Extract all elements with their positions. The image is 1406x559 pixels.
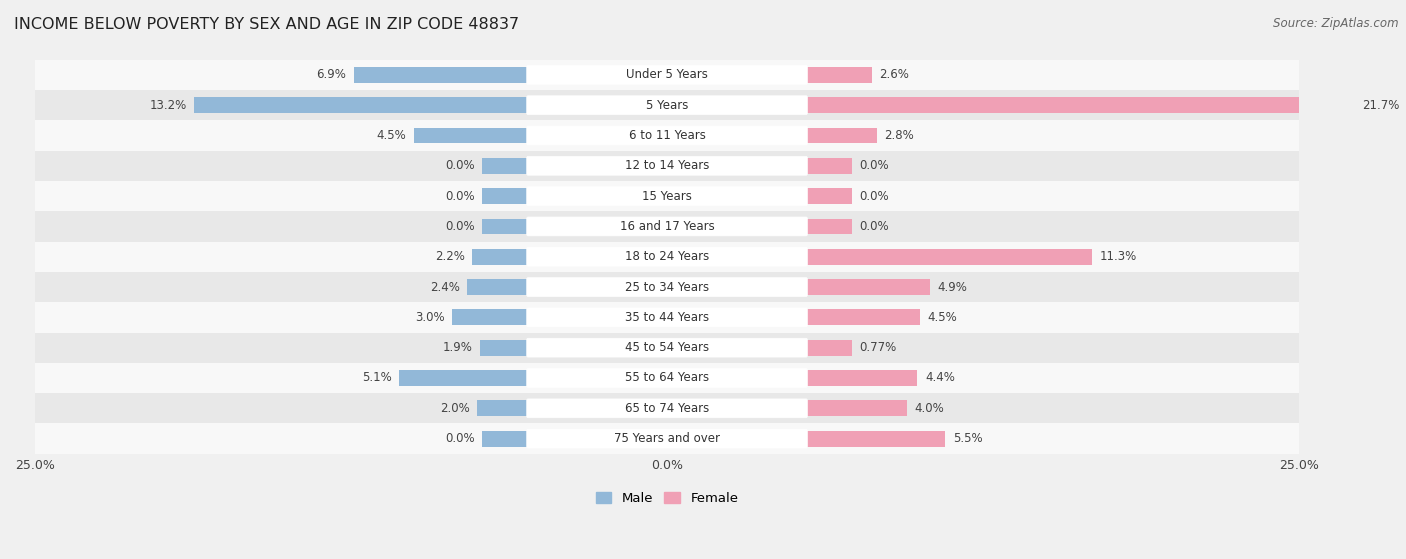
Bar <box>35 393 1299 424</box>
Bar <box>482 188 529 204</box>
Text: 2.2%: 2.2% <box>434 250 465 263</box>
Text: 0.0%: 0.0% <box>859 190 889 202</box>
FancyBboxPatch shape <box>527 338 807 357</box>
FancyBboxPatch shape <box>527 399 807 418</box>
Bar <box>806 219 852 234</box>
Text: 13.2%: 13.2% <box>149 99 187 112</box>
Bar <box>806 279 929 295</box>
Text: Under 5 Years: Under 5 Years <box>626 68 709 82</box>
Bar <box>806 340 852 356</box>
FancyBboxPatch shape <box>527 217 807 236</box>
FancyBboxPatch shape <box>527 96 807 115</box>
Text: 4.0%: 4.0% <box>915 402 945 415</box>
Text: 4.5%: 4.5% <box>928 311 957 324</box>
Bar <box>35 60 1299 90</box>
Text: 0.77%: 0.77% <box>859 341 897 354</box>
FancyBboxPatch shape <box>527 247 807 266</box>
Bar <box>35 211 1299 241</box>
Text: 2.4%: 2.4% <box>430 281 460 293</box>
Bar <box>35 302 1299 333</box>
Bar <box>472 249 529 264</box>
Text: 4.9%: 4.9% <box>938 281 967 293</box>
Bar <box>453 310 529 325</box>
Bar <box>806 431 945 447</box>
Text: 2.0%: 2.0% <box>440 402 470 415</box>
Text: 2.6%: 2.6% <box>879 68 910 82</box>
Bar <box>35 272 1299 302</box>
Text: 2.8%: 2.8% <box>884 129 914 142</box>
Bar <box>35 241 1299 272</box>
Text: 5.1%: 5.1% <box>361 372 391 385</box>
Text: 3.0%: 3.0% <box>415 311 444 324</box>
Legend: Male, Female: Male, Female <box>591 487 744 510</box>
Text: 65 to 74 Years: 65 to 74 Years <box>624 402 709 415</box>
Text: 15 Years: 15 Years <box>643 190 692 202</box>
FancyBboxPatch shape <box>527 157 807 175</box>
Bar <box>482 219 529 234</box>
Bar <box>806 188 852 204</box>
Bar <box>806 158 852 174</box>
Bar <box>806 97 1355 113</box>
Bar <box>35 90 1299 120</box>
Bar <box>478 400 529 416</box>
Text: 75 Years and over: 75 Years and over <box>614 432 720 445</box>
FancyBboxPatch shape <box>527 308 807 327</box>
Text: 5.5%: 5.5% <box>953 432 983 445</box>
Text: 11.3%: 11.3% <box>1099 250 1136 263</box>
Text: 6 to 11 Years: 6 to 11 Years <box>628 129 706 142</box>
FancyBboxPatch shape <box>527 65 807 84</box>
Text: 45 to 54 Years: 45 to 54 Years <box>626 341 709 354</box>
Bar <box>482 158 529 174</box>
Bar <box>806 249 1092 264</box>
Text: 0.0%: 0.0% <box>859 159 889 172</box>
Bar <box>482 431 529 447</box>
Bar <box>806 67 872 83</box>
Bar <box>194 97 529 113</box>
Text: 16 and 17 Years: 16 and 17 Years <box>620 220 714 233</box>
Text: 5 Years: 5 Years <box>645 99 688 112</box>
Text: 0.0%: 0.0% <box>446 432 475 445</box>
Bar <box>35 333 1299 363</box>
Text: 0.0%: 0.0% <box>446 220 475 233</box>
FancyBboxPatch shape <box>527 126 807 145</box>
Bar <box>806 400 907 416</box>
Bar <box>399 370 529 386</box>
Bar <box>806 370 917 386</box>
Text: 4.4%: 4.4% <box>925 372 955 385</box>
Bar <box>35 181 1299 211</box>
Text: 35 to 44 Years: 35 to 44 Years <box>626 311 709 324</box>
Bar <box>35 120 1299 151</box>
Text: 25 to 34 Years: 25 to 34 Years <box>626 281 709 293</box>
FancyBboxPatch shape <box>527 368 807 387</box>
Text: 1.9%: 1.9% <box>443 341 472 354</box>
Text: 0.0%: 0.0% <box>446 190 475 202</box>
Bar <box>806 310 920 325</box>
Bar <box>806 127 877 143</box>
Bar <box>35 363 1299 393</box>
Text: 21.7%: 21.7% <box>1362 99 1400 112</box>
Bar <box>415 127 529 143</box>
FancyBboxPatch shape <box>527 187 807 206</box>
Text: Source: ZipAtlas.com: Source: ZipAtlas.com <box>1274 17 1399 30</box>
FancyBboxPatch shape <box>527 429 807 448</box>
Text: 6.9%: 6.9% <box>316 68 346 82</box>
Text: 55 to 64 Years: 55 to 64 Years <box>626 372 709 385</box>
Text: 12 to 14 Years: 12 to 14 Years <box>624 159 709 172</box>
Bar <box>479 340 529 356</box>
Text: 0.0%: 0.0% <box>446 159 475 172</box>
FancyBboxPatch shape <box>527 278 807 296</box>
Bar <box>35 151 1299 181</box>
Bar <box>35 424 1299 454</box>
Text: 4.5%: 4.5% <box>377 129 406 142</box>
Text: INCOME BELOW POVERTY BY SEX AND AGE IN ZIP CODE 48837: INCOME BELOW POVERTY BY SEX AND AGE IN Z… <box>14 17 519 32</box>
Text: 0.0%: 0.0% <box>859 220 889 233</box>
Text: 18 to 24 Years: 18 to 24 Years <box>624 250 709 263</box>
Bar <box>467 279 529 295</box>
Bar <box>353 67 529 83</box>
